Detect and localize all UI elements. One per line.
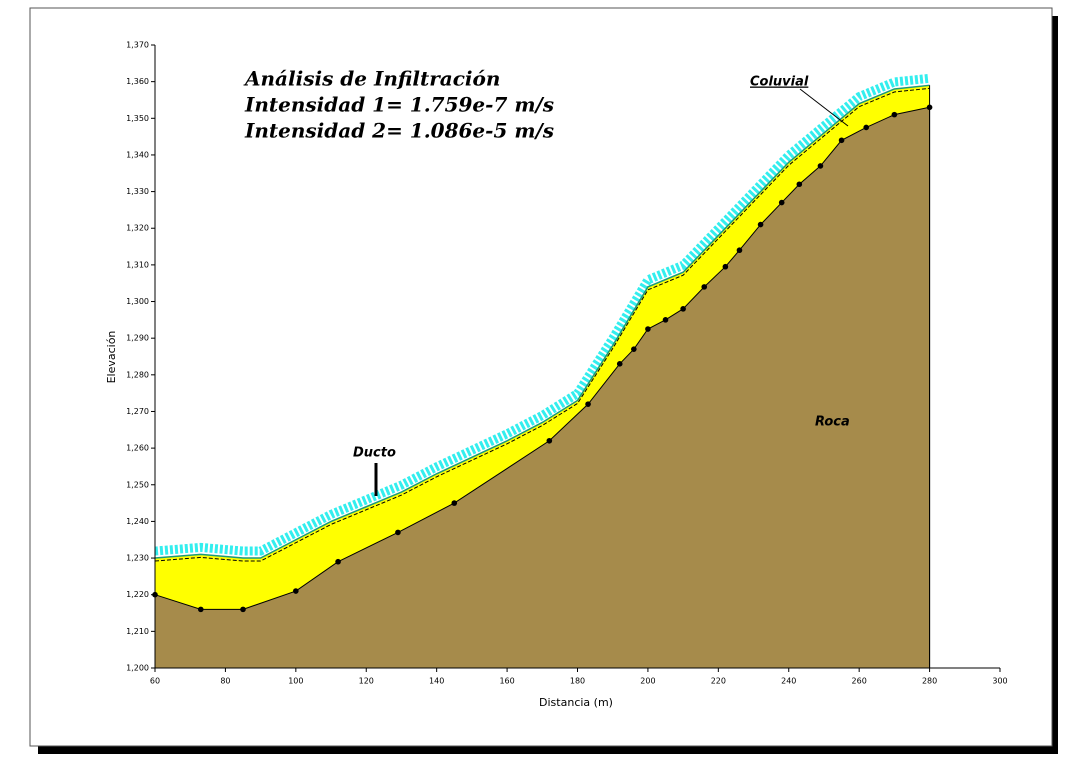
y-tick-label: 1,330 — [126, 187, 149, 196]
roca-label: Roca — [815, 415, 850, 430]
rock-point — [645, 326, 651, 332]
rock-point — [240, 606, 246, 613]
y-tick-label: 1,360 — [126, 77, 149, 86]
y-tick-label: 1,320 — [126, 224, 149, 233]
rock-point — [891, 111, 898, 118]
coluvial-leader — [799, 88, 849, 127]
y-tick-label: 1,280 — [126, 370, 149, 379]
coluvial-label: Coluvial — [750, 75, 809, 90]
y-tick-label: 1,210 — [126, 627, 149, 636]
rock-point — [926, 104, 933, 111]
y-tick-label: 1,220 — [126, 590, 149, 599]
rock-point — [616, 361, 623, 367]
y-tick-label: 1,260 — [126, 444, 149, 453]
title: Análisis de Infiltración — [243, 67, 500, 91]
y-axis-label: Elevación — [105, 331, 118, 384]
water-table — [154, 87, 930, 562]
y-tick-label: 1,300 — [126, 297, 149, 306]
infiltration-band — [154, 73, 931, 556]
x-tick-label: 100 — [288, 677, 303, 686]
rock-point — [817, 163, 824, 169]
rock-point — [451, 500, 458, 506]
y-tick-label: 1,250 — [126, 480, 149, 489]
y-tick-label: 1,240 — [126, 517, 149, 526]
rock-point — [796, 181, 803, 188]
x-tick-label: 240 — [781, 677, 796, 686]
rock-point — [197, 606, 204, 613]
x-tick-label: 260 — [852, 677, 867, 686]
plot: 1,200 1,210 1,220 1,230 1,240 1,250 1,260 1,270… — [126, 41, 1008, 686]
rock-point — [546, 437, 553, 444]
rock-layer — [154, 106, 931, 669]
rock-point — [778, 199, 785, 206]
x-tick-label: 180 — [570, 677, 585, 686]
x-tick-label: 140 — [429, 677, 444, 686]
x-tick-label: 220 — [711, 677, 726, 686]
y-tick-label: 1,310 — [126, 260, 149, 269]
rock-point — [722, 263, 729, 270]
y-tick-label: 1,290 — [126, 334, 149, 343]
y-tick-label: 1,200 — [126, 664, 149, 673]
rock-point — [736, 247, 743, 254]
rock-point — [631, 346, 637, 352]
annotation: Intensidad 2= 1.086e-5 m/s — [244, 119, 554, 143]
x-tick-label: 200 — [640, 677, 655, 686]
rock-point — [701, 284, 708, 290]
rock-point — [662, 317, 669, 323]
rock-point — [757, 221, 764, 228]
x-tick-label: 280 — [922, 677, 937, 686]
rock-point — [838, 137, 845, 144]
rock-point — [863, 124, 870, 131]
rock-point — [293, 588, 299, 594]
y-tick-label: 1,340 — [126, 150, 149, 159]
x-tick-label: 80 — [220, 677, 230, 686]
rock-point — [335, 558, 341, 565]
surface-line — [154, 84, 930, 559]
x-axis-label: Distancia (m) — [539, 696, 613, 709]
rock-point — [395, 529, 401, 536]
annotation: Intensidad 1= 1.759e-7 m/s — [244, 93, 554, 117]
y-tick-label: 1,370 — [126, 41, 149, 50]
y-tick-label: 1,270 — [126, 407, 149, 416]
x-tick-label: 60 — [150, 677, 160, 686]
x-tick-label: 160 — [499, 677, 514, 686]
x-tick-label: 120 — [359, 677, 374, 686]
x-tick-label: 300 — [992, 677, 1007, 686]
rock-point — [585, 401, 591, 407]
ducto-label: Ducto — [353, 446, 396, 461]
y-tick-label: 1,230 — [126, 554, 149, 563]
y-tick-label: 1,350 — [126, 114, 149, 123]
rock-point — [680, 306, 686, 312]
